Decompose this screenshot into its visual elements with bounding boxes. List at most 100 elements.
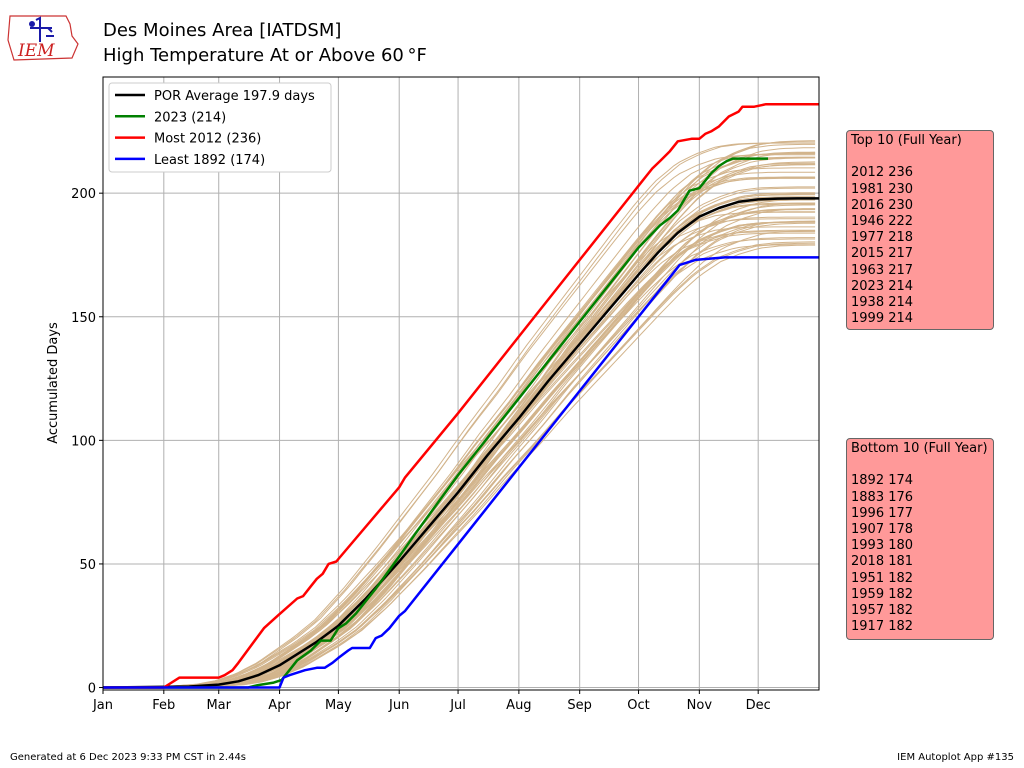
year-trace — [103, 221, 816, 688]
bottom10-entry: 1883 176 — [851, 489, 914, 505]
year-trace — [102, 218, 816, 688]
top10-entry: 2012 236 — [851, 165, 914, 181]
year-trace — [103, 221, 816, 688]
year-trace — [103, 152, 816, 688]
top10-entry: 2023 214 — [851, 278, 914, 294]
top10-entry: 2015 217 — [851, 246, 914, 262]
iem-logo: IEM — [6, 6, 82, 64]
y-tick-label: 100 — [71, 434, 96, 449]
legend-label: 2023 (214) — [154, 110, 226, 125]
chart-title: Des Moines Area [IATDSM] — [103, 20, 342, 41]
year-trace — [103, 140, 816, 688]
top10-entry: 1981 230 — [851, 181, 914, 197]
year-trace — [103, 238, 816, 688]
bottom10-title: Bottom 10 (Full Year) — [851, 441, 988, 456]
ticks-layer: Jan Feb Mar Apr May Jun Jul Aug Sep Oct Nov Dec 0 50 1… — [71, 187, 771, 713]
series-layer — [102, 102, 819, 689]
year-trace — [102, 211, 816, 688]
app-label: IEM Autoplot App #135 — [897, 752, 1014, 763]
year-trace — [103, 244, 816, 688]
chart-subtitle: High Temperature At or Above 60 °F — [103, 45, 427, 66]
y-tick-label: 200 — [71, 187, 96, 202]
bottom10-entry: 1996 177 — [851, 505, 914, 521]
x-tick-label: Aug — [506, 698, 531, 713]
bottom10-entry: 2018 181 — [851, 554, 914, 570]
bottom10-entry: 1959 182 — [851, 586, 914, 602]
year-trace — [102, 177, 816, 688]
year-trace — [102, 176, 816, 688]
year-trace — [103, 153, 816, 688]
top10-entry: 1938 214 — [851, 295, 914, 311]
series-line — [102, 197, 819, 689]
x-tick-label: Sep — [567, 698, 592, 713]
year-trace — [103, 164, 816, 688]
x-tick-label: Mar — [206, 698, 231, 713]
series-line — [103, 256, 819, 689]
year-trace — [102, 203, 816, 688]
x-tick-label: Oct — [627, 698, 649, 713]
year-trace — [103, 230, 816, 688]
year-trace — [102, 177, 816, 688]
bottom10-entry: 1993 180 — [851, 538, 914, 554]
y-tick-label: 0 — [88, 682, 96, 697]
legend-label: Most 2012 (236) — [154, 132, 261, 147]
x-tick-label: Jun — [388, 698, 409, 713]
year-trace — [102, 171, 816, 688]
x-tick-label: May — [325, 698, 352, 713]
year-trace — [103, 161, 816, 688]
bottom10-entry: 1907 178 — [851, 522, 914, 538]
x-tick-label: Dec — [746, 698, 771, 713]
year-trace — [103, 221, 816, 688]
bottom10-entry: 1957 182 — [851, 603, 914, 619]
x-tick-label: Apr — [268, 698, 291, 713]
series-line — [103, 157, 768, 689]
svg-text:IEM: IEM — [17, 41, 55, 61]
year-trace — [103, 140, 816, 688]
bottom10-entry: 1917 182 — [851, 619, 914, 635]
year-trace — [103, 209, 816, 688]
bottom10-entry: 1951 182 — [851, 570, 914, 586]
y-tick-label: 50 — [79, 558, 96, 573]
year-trace — [102, 202, 816, 688]
plot-frame — [102, 76, 820, 691]
chart-area: Jan Feb Mar Apr May Jun Jul Aug Sep Oct Nov Dec 0 50 1… — [46, 76, 820, 713]
year-trace — [103, 208, 816, 688]
year-trace — [102, 154, 816, 688]
year-trace — [102, 232, 816, 688]
legend-label: POR Average 197.9 days — [154, 89, 315, 104]
year-trace — [103, 220, 816, 688]
year-trace — [102, 211, 816, 688]
year-trace — [103, 152, 816, 688]
year-trace — [103, 222, 816, 688]
year-trace — [103, 204, 816, 688]
bottom10-box: Bottom 10 (Full Year) 1892 174 1883 176 … — [846, 438, 994, 640]
x-tick-label: Jan — [92, 698, 113, 713]
legend-label: Least 1892 (174) — [154, 153, 265, 168]
background-traces — [102, 140, 816, 688]
legend: POR Average 197.9 days 2023 (214) Most 201… — [108, 82, 332, 173]
top10-entry: 1977 218 — [851, 230, 914, 246]
year-trace — [103, 216, 816, 688]
year-trace — [103, 147, 816, 688]
y-tick-label: 150 — [71, 311, 96, 326]
top10-entry: 1946 222 — [851, 214, 914, 230]
top10-title: Top 10 (Full Year) — [851, 133, 962, 148]
year-trace — [103, 231, 816, 688]
year-trace — [102, 226, 816, 688]
year-trace — [103, 202, 816, 688]
x-tick-label: Jul — [449, 698, 466, 713]
y-axis-label: Accumulated Days — [46, 322, 61, 444]
top10-entry: 1963 217 — [851, 262, 914, 278]
x-tick-label: Nov — [687, 698, 713, 713]
top10-box: Top 10 (Full Year) 2012 236 1981 230 201… — [846, 130, 994, 330]
generated-timestamp: Generated at 6 Dec 2023 9:33 PM CST in 2… — [10, 752, 247, 763]
top10-entry: 2016 230 — [851, 197, 914, 213]
year-trace — [103, 229, 816, 688]
top10-entry: 1999 214 — [851, 311, 914, 327]
x-tick-label: Feb — [152, 698, 175, 713]
series-line — [103, 102, 819, 689]
year-trace — [103, 163, 816, 688]
bottom10-entry: 1892 174 — [851, 473, 914, 489]
year-trace — [102, 194, 816, 688]
year-trace — [103, 221, 816, 688]
